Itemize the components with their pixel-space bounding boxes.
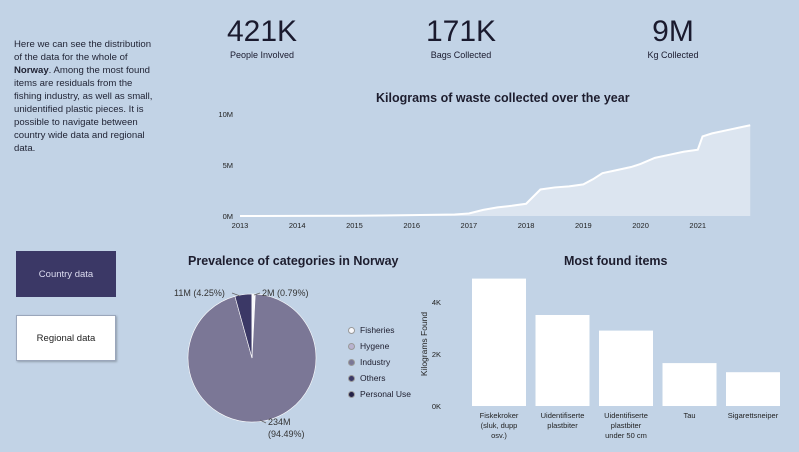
- bar-y-tick: 4K: [432, 298, 441, 307]
- bar-category-label: Fiskekroker: [480, 411, 519, 420]
- pie-slice-industry[interactable]: [187, 293, 317, 423]
- bar-chart-title: Most found items: [564, 254, 668, 268]
- area-x-tick: 2015: [346, 221, 363, 230]
- kpi-bags: 171K Bags Collected: [396, 14, 526, 60]
- bar-2[interactable]: [599, 330, 653, 406]
- legend-dot: [348, 358, 355, 366]
- legend-label: Hygene: [360, 341, 390, 351]
- kpi-people-label: People Involved: [229, 50, 295, 60]
- bar-category-label: Uidentifiserte: [541, 411, 585, 420]
- bar-y-label: Kilograms Found: [419, 312, 429, 377]
- legend-dot: [348, 326, 355, 334]
- bar-0[interactable]: [472, 278, 526, 406]
- bar-y-tick: 0K: [432, 402, 441, 411]
- legend-dot: [348, 342, 355, 350]
- bar-chart: Kilograms Found 0K 2K 4K Fiskekroker(sluk, d…: [419, 278, 780, 440]
- legend-label: Personal Use: [360, 389, 412, 399]
- pie-chart-title: Prevalence of categories in Norway: [188, 254, 399, 268]
- area-line: [239, 124, 751, 217]
- bar-category-label: (sluk, dupp: [481, 421, 518, 430]
- area-y-tick: 0M: [223, 212, 233, 221]
- area-x-tick: 2013: [232, 221, 249, 230]
- legend-dot: [348, 390, 355, 398]
- regional-data-button[interactable]: Regional data: [16, 315, 116, 361]
- bar-category-label: plastbiter: [611, 421, 642, 430]
- intro-text: Here we can see the distribution of the …: [14, 39, 153, 154]
- legend-item-personal-use[interactable]: Personal Use: [348, 386, 411, 402]
- bar-category-label: plastbiter: [547, 421, 578, 430]
- area-x-tick: 2016: [403, 221, 420, 230]
- kpi-kg: 9M Kg Collected: [608, 14, 738, 60]
- country-data-button[interactable]: Country data: [16, 251, 116, 297]
- intro-country: Norway: [14, 65, 49, 76]
- pie-chart: 2M (0.79%) 11M (4.25%) 234M (94.49%): [174, 288, 317, 439]
- area-fill: [240, 125, 751, 216]
- kpi-kg-label: Kg Collected: [647, 50, 699, 60]
- area-chart-title: Kilograms of waste collected over the ye…: [376, 91, 630, 105]
- pie-label-industry-value: 234M: [268, 417, 291, 427]
- pie-label-industry-pct: (94.49%): [268, 429, 305, 439]
- bar-3[interactable]: [662, 363, 717, 406]
- pie-legend: Fisheries Hygene Industry Others Personal Us…: [348, 322, 411, 402]
- area-x-tick: 2014: [289, 221, 306, 230]
- bar-category-label: Sigarettsneiper: [728, 411, 779, 420]
- bar-category-label: osv.): [491, 431, 507, 440]
- kpi-bags-value: 171K: [425, 15, 497, 48]
- area-y-tick: 5M: [223, 161, 233, 170]
- kpi-bags-label: Bags Collected: [430, 50, 492, 60]
- area-x-tick: 2017: [461, 221, 478, 230]
- legend-item-hygene[interactable]: Hygene: [348, 338, 411, 354]
- kpi-kg-value: 9M: [652, 15, 694, 48]
- legend-item-others[interactable]: Others: [348, 370, 411, 386]
- area-x-tick: 2020: [632, 221, 649, 230]
- kpi-people: 421K People Involved: [197, 14, 327, 60]
- pie-label-others: 11M (4.25%): [174, 288, 225, 298]
- bar-category-label: Uidentifiserte: [604, 411, 648, 420]
- kpi-people-value: 421K: [226, 15, 298, 48]
- legend-label: Fisheries: [360, 325, 395, 335]
- bar-category-label: Tau: [683, 411, 695, 420]
- legend-dot: [348, 374, 355, 382]
- area-chart: 0M 5M 10M 2013 2014 2015 2016 2017 2018 2019 2020 2…: [218, 110, 751, 230]
- pie-label-fisheries: 2M (0.79%): [262, 288, 309, 298]
- legend-label: Others: [360, 373, 386, 383]
- area-x-tick: 2018: [518, 221, 535, 230]
- area-y-tick: 10M: [218, 110, 233, 119]
- legend-item-fisheries[interactable]: Fisheries: [348, 322, 411, 338]
- bar-category-label: under 50 cm: [605, 431, 647, 440]
- area-x-tick: 2019: [575, 221, 592, 230]
- bar-4[interactable]: [726, 372, 780, 406]
- bar-1[interactable]: [535, 315, 590, 406]
- bar-y-tick: 2K: [432, 350, 441, 359]
- area-x-tick: 2021: [689, 221, 706, 230]
- legend-item-industry[interactable]: Industry: [348, 354, 411, 370]
- legend-label: Industry: [360, 357, 391, 367]
